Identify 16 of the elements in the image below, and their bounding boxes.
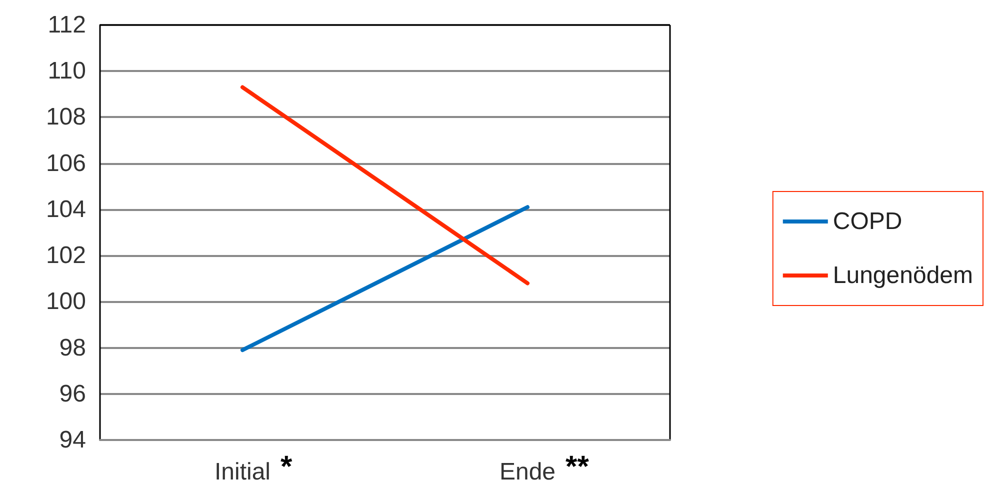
legend-label: COPD	[832, 208, 902, 235]
text: *	[280, 450, 293, 484]
x-tick-label: Initial	[214, 458, 271, 486]
y-tick-label: 100	[46, 288, 86, 316]
y-tick-label: 110	[48, 58, 86, 85]
y-tick-label: 94	[59, 426, 86, 454]
y-tick-label: 98	[59, 334, 86, 362]
y-tick-label: 112	[48, 12, 86, 38]
y-tick-label: 104	[46, 196, 86, 223]
text: **	[566, 450, 590, 484]
y-tick-label: 96	[59, 380, 86, 408]
y-tick-label: 102	[46, 242, 86, 270]
y-tick-label: 106	[46, 150, 86, 177]
x-tick-label: Ende	[499, 458, 556, 486]
legend-label: Lungenödem	[832, 262, 974, 289]
y-tick-label: 108	[46, 104, 86, 131]
